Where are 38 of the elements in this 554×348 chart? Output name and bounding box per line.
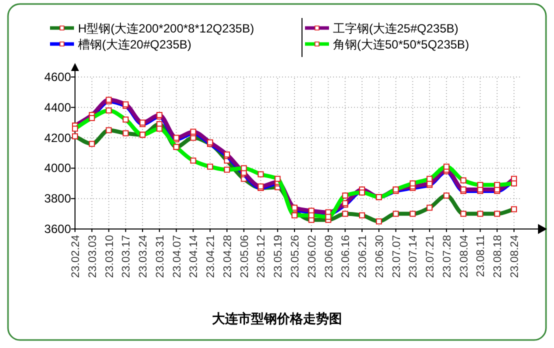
legend-label: 角钢(大连50*50*5Q235B)	[333, 38, 470, 52]
y-tick-label: 3600	[44, 222, 72, 236]
legend-label: H型钢(大连200*200*8*12Q235B)	[78, 22, 254, 36]
x-tick-label: 23.05.12	[256, 235, 268, 278]
x-tick-label: 23.04.21	[205, 235, 218, 278]
y-tick-label: 4600	[44, 70, 72, 84]
x-tick-label: 23.08.11	[475, 235, 488, 278]
x-tick-label: 23.03.10	[104, 235, 116, 278]
text: 大连市型钢价格走势图	[212, 311, 342, 326]
x-tick-label: 23.08.18	[492, 235, 504, 278]
x-tick-label: 23.04.07	[171, 235, 184, 278]
x-tick-label: 23.06.09	[323, 235, 336, 278]
x-tick-label: 23.03.03	[86, 235, 99, 278]
x-tick-label: 23.08.04	[458, 235, 470, 278]
y-tick-label: 4200	[44, 130, 72, 145]
x-tick-label: 23.03.17	[120, 235, 133, 278]
x-tick-label: 23.08.24	[509, 235, 521, 278]
y-tick-label: 3800	[44, 192, 72, 206]
x-tick-label: 23.07.28	[441, 235, 454, 278]
x-tick-label: 23.06.21	[357, 235, 370, 278]
x-tick-label: 23.03.24	[138, 235, 150, 278]
x-tick-label: 23.05.26	[290, 235, 302, 278]
x-tick-label: 23.07.14	[408, 235, 420, 278]
legend-label: 工字钢(大连25#Q235B)	[333, 22, 458, 36]
x-tick-label: 23.06.16	[340, 235, 352, 278]
x-tick-label: 23.04.28	[222, 235, 234, 278]
x-tick-label: 23.06.30	[374, 235, 386, 278]
x-tick-label: 23.04.14	[188, 235, 200, 278]
legend-label: 槽钢(大连20#Q235B)	[78, 38, 192, 52]
x-tick-label: 23.05.06	[238, 235, 251, 278]
x-tick-label: 23.06.02	[306, 235, 318, 278]
x-tick-label: 23.07.07	[390, 235, 403, 278]
y-tick-label: 4400	[44, 100, 72, 114]
y-tick-label: 4000	[44, 161, 72, 176]
x-tick-label: 23.03.31	[154, 235, 166, 278]
x-tick-label: 23.05.19	[272, 235, 285, 278]
x-tick-label: 23.07.21	[424, 235, 437, 278]
x-tick-label: 23.02.24	[70, 235, 82, 278]
